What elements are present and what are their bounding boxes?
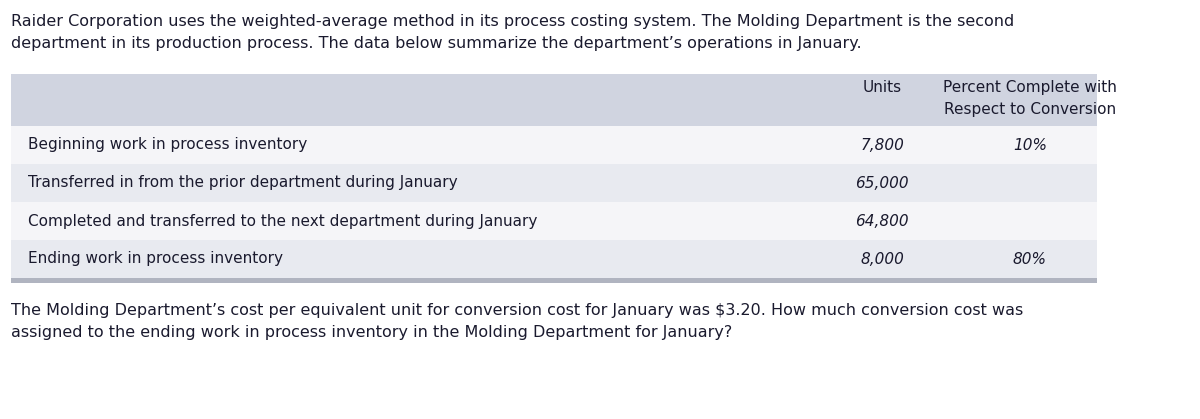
Text: department in its production process. The data below summarize the department’s : department in its production process. Th…	[11, 36, 862, 51]
Text: Units: Units	[863, 80, 901, 95]
Text: 8,000: 8,000	[860, 251, 904, 266]
FancyBboxPatch shape	[11, 74, 1097, 126]
FancyBboxPatch shape	[11, 126, 1097, 164]
Text: Transferred in from the prior department during January: Transferred in from the prior department…	[28, 176, 457, 191]
FancyBboxPatch shape	[11, 240, 1097, 278]
Text: assigned to the ending work in process inventory in the Molding Department for J: assigned to the ending work in process i…	[11, 324, 732, 339]
Text: Percent Complete with: Percent Complete with	[943, 80, 1117, 95]
Text: Raider Corporation uses the weighted-average method in its process costing syste: Raider Corporation uses the weighted-ave…	[11, 14, 1014, 29]
Text: The Molding Department’s cost per equivalent unit for conversion cost for Januar: The Molding Department’s cost per equiva…	[11, 303, 1024, 318]
Text: Respect to Conversion: Respect to Conversion	[944, 102, 1116, 117]
Text: Beginning work in process inventory: Beginning work in process inventory	[28, 137, 307, 153]
FancyBboxPatch shape	[11, 202, 1097, 240]
Text: Completed and transferred to the next department during January: Completed and transferred to the next de…	[28, 214, 538, 228]
Text: Ending work in process inventory: Ending work in process inventory	[28, 251, 283, 266]
Text: 64,800: 64,800	[856, 214, 908, 228]
FancyBboxPatch shape	[11, 278, 1097, 282]
FancyBboxPatch shape	[11, 164, 1097, 202]
Text: 65,000: 65,000	[856, 176, 908, 191]
Text: 80%: 80%	[1013, 251, 1046, 266]
Text: 7,800: 7,800	[860, 137, 904, 153]
Text: 10%: 10%	[1013, 137, 1046, 153]
